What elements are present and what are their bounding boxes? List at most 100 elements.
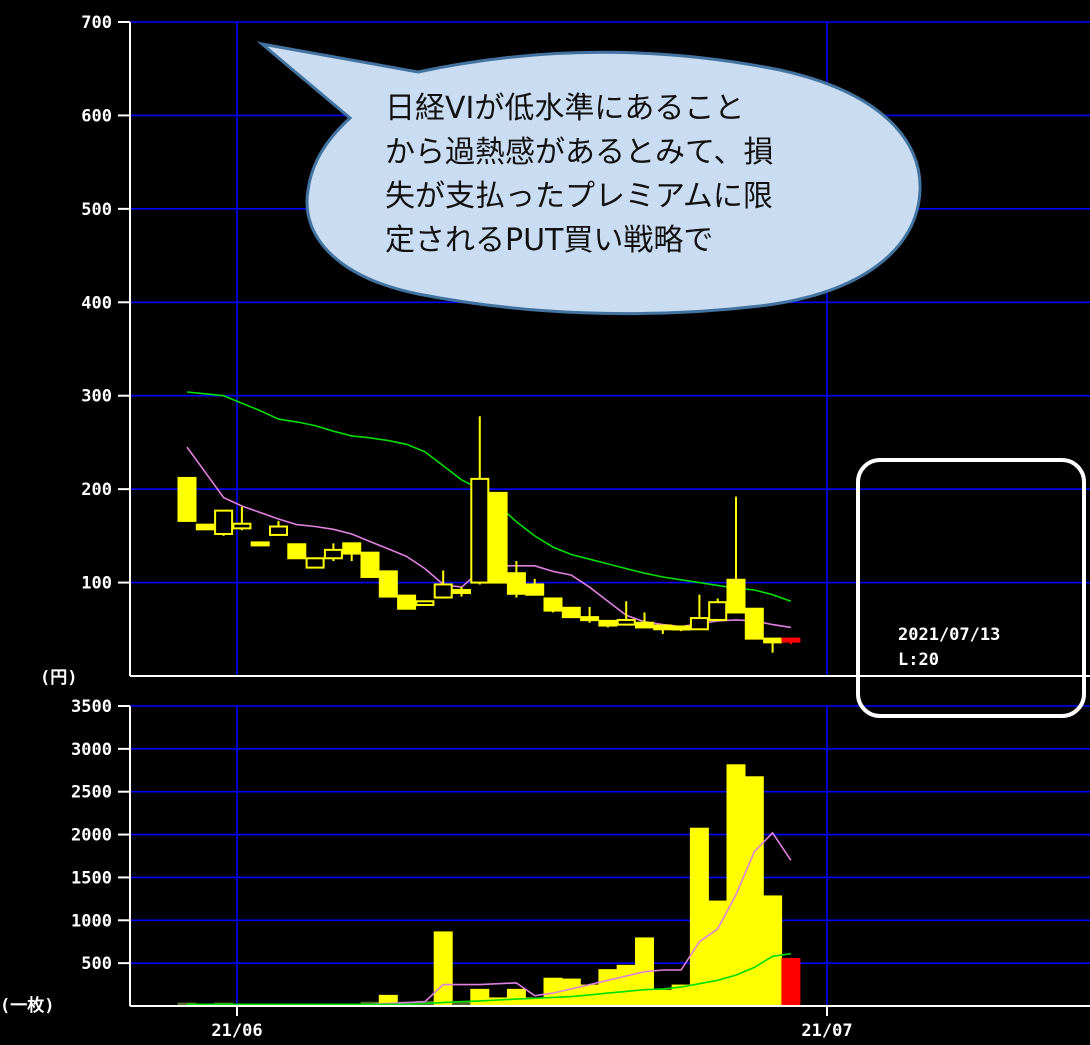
candle — [598, 619, 618, 628]
candle — [635, 612, 654, 629]
volume-bar — [506, 988, 526, 1006]
annotation-line: 定されるPUT買い戦略で — [385, 223, 713, 258]
volume-tick-label: 2500 — [71, 783, 112, 803]
candle — [250, 541, 270, 547]
candle-body — [305, 557, 325, 569]
candle-body — [763, 637, 783, 644]
candle — [177, 476, 197, 522]
price-unit-label: (円) — [40, 668, 77, 688]
price-tick-label: 200 — [81, 480, 112, 500]
volume-tick-label: 500 — [81, 954, 112, 974]
candle-body — [232, 522, 252, 530]
candle-body — [616, 618, 636, 626]
x-tick-label: 21/07 — [801, 1021, 852, 1041]
candle — [415, 600, 435, 606]
candle-body — [744, 607, 764, 640]
candle-body — [195, 523, 215, 531]
candle-body — [269, 525, 288, 536]
volume-unit-label: (一枚) — [0, 995, 54, 1016]
candle-body — [506, 572, 526, 595]
crosshair-value: L:20 — [898, 650, 939, 670]
volume-tick-label: 3500 — [71, 697, 112, 717]
volume-bar — [616, 964, 636, 1006]
candle — [671, 625, 691, 632]
price-tick-label: 500 — [81, 200, 112, 220]
candle-body — [525, 583, 545, 596]
volume-y-ticks: 3500 3000 2500 2000 1500 1000 500 — [71, 697, 130, 974]
candle — [305, 557, 325, 569]
volume-bar — [763, 895, 783, 1006]
candle-body — [653, 624, 673, 631]
x-tick-label: 21/06 — [211, 1021, 262, 1041]
candle — [726, 496, 746, 614]
candle — [525, 578, 545, 596]
candle — [561, 606, 581, 619]
price-tick-label: 400 — [81, 293, 112, 313]
price-tick-label: 700 — [81, 13, 112, 33]
candle — [433, 570, 453, 599]
candle — [763, 637, 783, 653]
candle — [269, 520, 288, 536]
volume-bar — [671, 984, 691, 1006]
candle — [616, 601, 636, 626]
candle-body — [580, 616, 600, 622]
candle — [744, 607, 764, 640]
candle-body — [360, 551, 380, 578]
annotation-line: 日経VIが低水準にあること — [385, 91, 744, 126]
candle-body — [452, 589, 471, 595]
candle — [214, 509, 234, 536]
volume-bar — [452, 1000, 471, 1006]
annotation-bubble-shape — [256, 41, 922, 316]
volume-tick-label: 1500 — [71, 868, 112, 888]
candle — [708, 598, 728, 621]
price-tick-label: 100 — [81, 574, 112, 594]
candle-body — [708, 601, 728, 621]
volume-gridlines — [130, 705, 1090, 1006]
annotation-text: 日経VIが低水準にあることから過熱感があるとみて、損失が支払ったプレミアムに限定… — [385, 91, 774, 258]
volume-bar — [470, 988, 490, 1006]
candle — [287, 543, 307, 560]
volume-bar — [488, 997, 508, 1006]
candle — [543, 597, 563, 613]
candle-body — [323, 548, 343, 560]
volume-bar — [744, 776, 764, 1006]
volume-bar — [689, 827, 709, 1006]
candle-body — [214, 509, 234, 535]
candle-body — [543, 597, 563, 612]
candle-body — [397, 594, 417, 610]
price-y-ticks: 700 600 500 400 300 200 100 — [81, 13, 130, 594]
candlesticks — [177, 416, 801, 653]
price-gridlines — [130, 21, 1090, 676]
volume-bar — [781, 958, 801, 1006]
candle — [397, 594, 417, 610]
candle — [506, 561, 526, 598]
candle — [781, 637, 801, 645]
volume-bar — [378, 994, 398, 1006]
price-tick-label: 300 — [81, 387, 112, 407]
candle-body — [635, 621, 654, 629]
volume-bar — [726, 764, 746, 1006]
candle-body — [433, 583, 453, 599]
volume-bars — [177, 764, 801, 1006]
annotation-line: から過熱感があるとみて、損 — [385, 135, 774, 170]
candle-body — [470, 477, 490, 584]
candle — [378, 570, 398, 598]
candle — [689, 594, 709, 631]
candle-body — [671, 625, 691, 631]
candle — [580, 606, 600, 623]
volume-bar — [561, 978, 581, 1006]
annotation-line: 失が支払ったプレミアムに限 — [385, 179, 773, 214]
price-tick-label: 600 — [81, 106, 112, 126]
candle-body — [781, 637, 801, 643]
volume-bar — [598, 969, 618, 1006]
candle — [232, 506, 252, 531]
volume-tick-label: 3000 — [71, 740, 112, 760]
candle — [360, 551, 380, 578]
candle — [653, 624, 673, 634]
candle-body — [689, 617, 709, 631]
candle — [195, 523, 215, 531]
volume-ma-long — [187, 952, 792, 1006]
candle-body — [415, 600, 435, 606]
candle-body — [378, 570, 398, 598]
